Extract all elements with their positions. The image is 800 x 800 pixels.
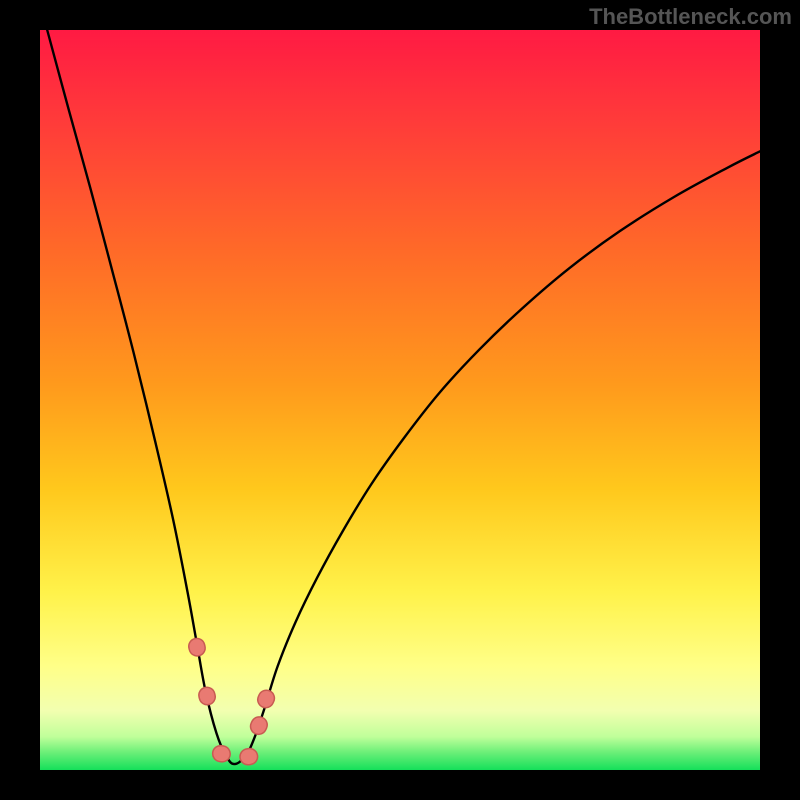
gradient-background [40,30,760,770]
watermark-text: TheBottleneck.com [589,4,792,30]
chart-container: TheBottleneck.com [0,0,800,800]
bottleneck-chart [0,0,800,800]
